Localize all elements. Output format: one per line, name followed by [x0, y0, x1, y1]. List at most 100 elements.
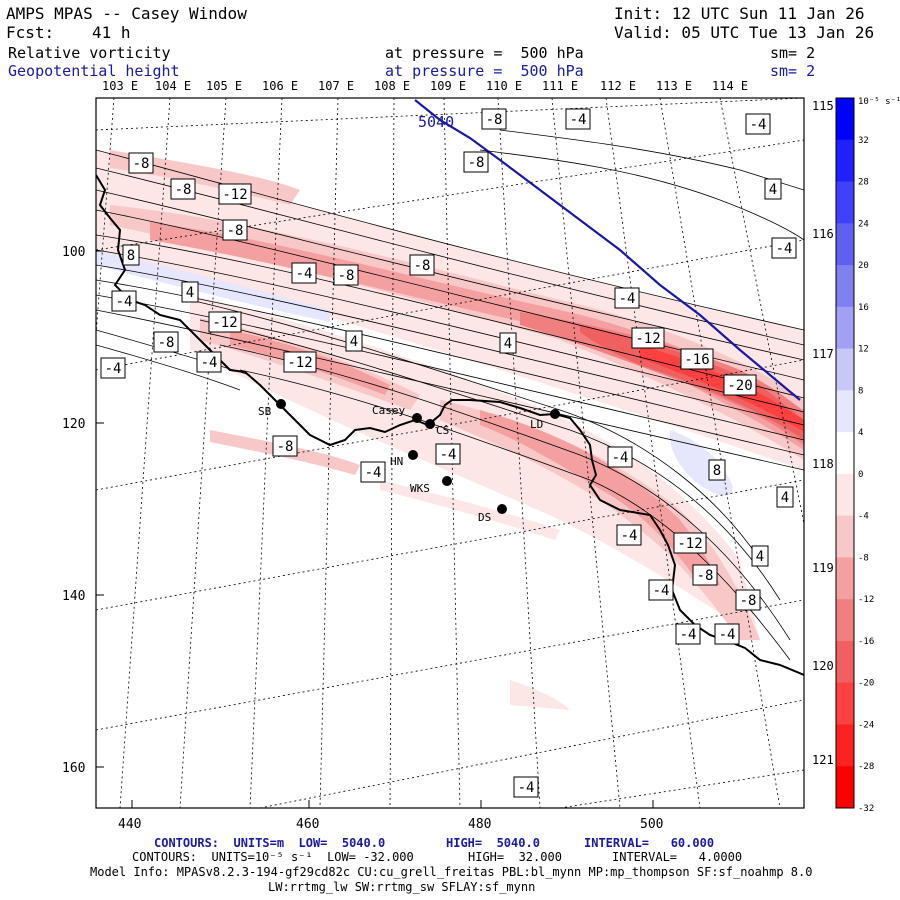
contour-label: -4 [570, 112, 587, 128]
geopotential-label: 5040 [418, 113, 454, 131]
station-label-sb: SB [258, 405, 272, 418]
y-axis: 100 120 140 160 [62, 245, 85, 776]
contour-label: -4 [680, 627, 697, 643]
station-dot-sb [276, 399, 286, 409]
x-tick-label: 480 [468, 817, 491, 832]
colorbar-label: 16 [858, 303, 869, 313]
forecast-hour: 41 h [92, 23, 131, 42]
station-dot-casey [412, 413, 422, 423]
contour-label: -4 [201, 355, 218, 371]
contour-label-box [196, 351, 222, 373]
footer-contour-2-high: HIGH= 32.000 [468, 850, 562, 864]
coastline [96, 174, 804, 676]
contour-label-box [735, 589, 761, 611]
y-tick-label: 120 [62, 417, 85, 432]
colorbar-frame [835, 97, 855, 809]
colorbar-label: -12 [858, 595, 874, 605]
x-tick-label: 460 [296, 817, 319, 832]
top-lon-label: 107 E [318, 79, 354, 93]
contour-label: 8 [127, 248, 135, 264]
top-lon-label: 105 E [206, 79, 242, 93]
contour-label-box [111, 290, 137, 312]
contour-label: -8 [468, 155, 485, 171]
top-lon-label: 104 E [155, 79, 191, 93]
footer-contour-1: CONTOURS: UNITS=m LOW= 5040.0 [154, 836, 386, 850]
contour-label-box [333, 264, 359, 286]
footer-contour-1-high: HIGH= 5040.0 [446, 836, 540, 850]
contour-label-box [218, 183, 252, 205]
colorbar-label: 28 [858, 178, 869, 188]
contour-label-box [208, 311, 242, 333]
contour-label: -8 [133, 156, 150, 172]
contour-label-box [409, 254, 435, 276]
field-1-level: at pressure = 500 hPa [385, 44, 584, 62]
top-lon-label: 111 E [542, 79, 578, 93]
station-label-wks: WKS [410, 482, 430, 495]
contour-label: -4 [440, 447, 457, 463]
contour-label: -8 [227, 223, 244, 239]
contour-label-box [745, 113, 771, 135]
colorbar-label: 24 [858, 219, 869, 229]
colorbar-swatch [836, 181, 854, 224]
contour-label-box [771, 237, 797, 259]
top-lon-label: 103 E [102, 79, 138, 93]
contour-label-box [631, 327, 665, 349]
x-tick-label: 440 [118, 817, 141, 832]
contour-label-box [463, 151, 489, 173]
vort-band-lower-3 [440, 400, 760, 640]
plot-frame [95, 97, 805, 809]
y-tick-label: 100 [62, 245, 85, 260]
contour-label-box [616, 524, 642, 546]
top-lon-label: 110 E [486, 79, 522, 93]
contour-label-box [607, 446, 633, 468]
contour-label: -4 [619, 291, 636, 307]
contour-label-box [680, 348, 714, 370]
contour-label: 4 [756, 549, 764, 565]
station-label-ds: DS [478, 511, 491, 524]
station-label-ld: LD [530, 418, 543, 431]
contour-label: 4 [504, 336, 512, 352]
contour-label: -4 [116, 294, 133, 310]
vort-positive-1 [96, 250, 330, 322]
colorbar-swatch [836, 682, 854, 725]
contour-label-box [673, 532, 707, 554]
station-label-casey: Casey [372, 404, 405, 417]
vorticity-contours [96, 129, 804, 661]
colorbar-unit: 10⁻⁵ s⁻¹ [858, 97, 900, 107]
contour-label: -12 [677, 536, 702, 552]
station-label-cs: CS [436, 424, 449, 437]
contour-label-box [128, 152, 154, 174]
contour-label: -8 [414, 258, 431, 274]
station-dot-ld [550, 409, 560, 419]
axis-ticks [96, 250, 654, 808]
contour-label: -4 [365, 465, 382, 481]
init-time: Init: 12 UTC Sun 11 Jan 26 [614, 4, 865, 23]
contour-label-box [648, 579, 674, 601]
colorbar-label: -16 [858, 637, 874, 647]
contour-label: -4 [612, 450, 629, 466]
contour-labels: 5040 -8 -4 -4 -8 -8 -8 -12 8 -4 -8 -8 -12 -4 -4 -8 -8 4 4 4… [100, 108, 797, 798]
colorbar-swatch [836, 348, 854, 391]
contour-label: -4 [296, 266, 313, 282]
colorbar-label: -4 [858, 512, 869, 522]
colorbar-swatch [836, 432, 854, 475]
station-dot-hn [408, 450, 418, 460]
y-tick-label: 160 [62, 761, 85, 776]
contour-label-box [283, 351, 317, 373]
y-tick-label: 140 [62, 589, 85, 604]
field-1-smoothing: sm= 2 [770, 44, 816, 62]
contour-label-box [675, 623, 701, 645]
contour-label-box [181, 281, 199, 303]
contour-label: -4 [621, 528, 638, 544]
contour-label: -16 [684, 352, 709, 368]
contour-label: -4 [750, 117, 767, 133]
station-dot-cs [425, 419, 435, 429]
geopotential-contour-5040 [414, 99, 801, 401]
contour-label: -8 [697, 568, 714, 584]
contour-label: 4 [781, 490, 789, 506]
field-2-name: Geopotential height [8, 62, 180, 80]
vort-small-patch [510, 680, 570, 710]
contour-label-box [708, 459, 726, 481]
contour-label: -4 [653, 583, 670, 599]
